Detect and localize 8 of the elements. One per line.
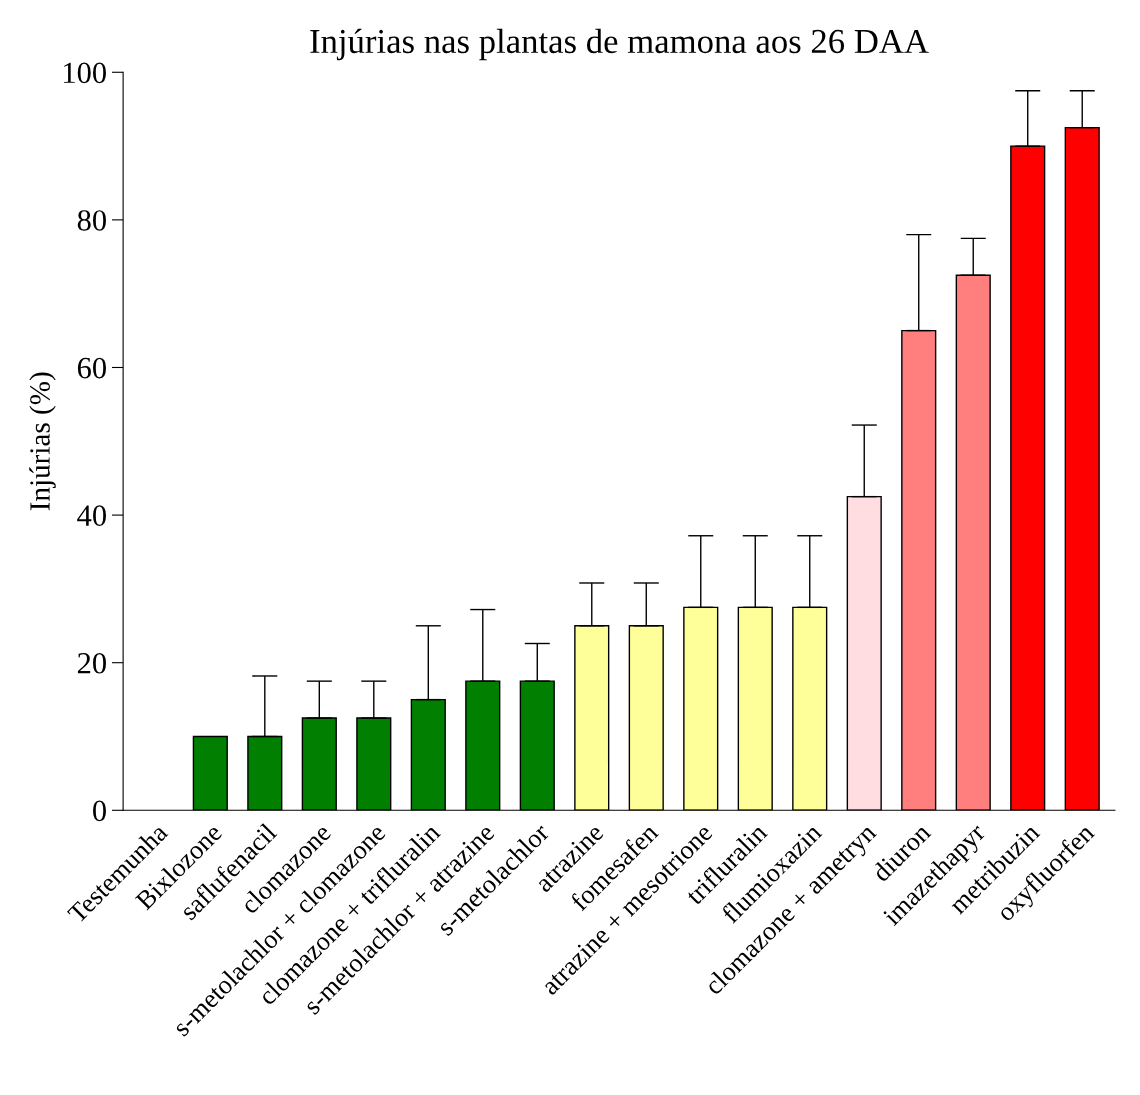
y-axis-title: Injúrias (%)	[29, 372, 56, 511]
chart-title: Injúrias nas plantas de mamona aos 26 DAA	[310, 28, 929, 61]
y-tick-label: 0	[93, 800, 106, 822]
y-tick-label: 20	[77, 652, 106, 674]
y-tick-label: 80	[77, 210, 106, 231]
y-tick-label: 40	[77, 505, 106, 526]
y-tick-label: 100	[64, 62, 106, 84]
y-tick-label: 60	[77, 357, 106, 379]
